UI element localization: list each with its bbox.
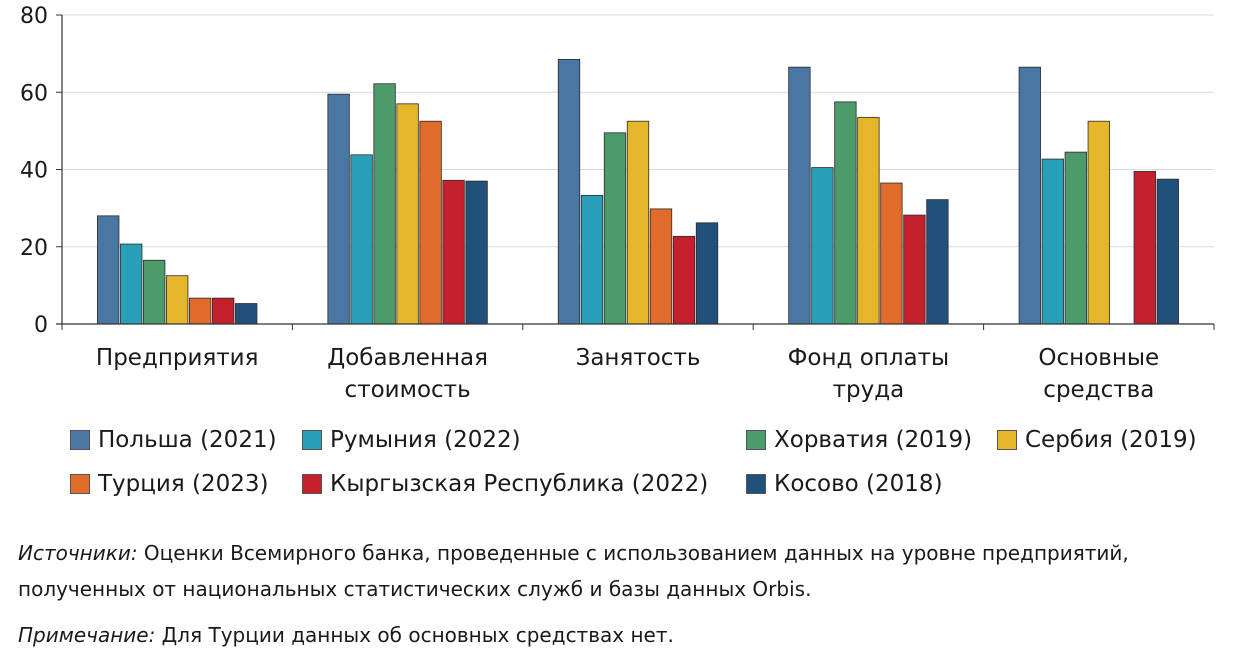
legend-label: Кыргызская Республика (2022) (330, 471, 709, 497)
bar (235, 303, 258, 325)
bar (603, 132, 627, 325)
legend-swatch (70, 474, 90, 494)
bar (580, 194, 604, 325)
bar (212, 297, 235, 325)
bar (1041, 158, 1064, 325)
bar (834, 101, 857, 325)
x-category-label: Фонд оплаты труда (788, 345, 950, 403)
legend-item: Хорватия (2019) (746, 427, 972, 453)
bar (120, 243, 143, 325)
bar (350, 154, 373, 325)
source-text: Оценки Всемирного банка, проведенные с и… (18, 541, 1129, 601)
legend-swatch (746, 430, 766, 450)
bar (926, 199, 949, 325)
x-category-label: Предприятия (96, 345, 259, 371)
bar (857, 116, 880, 325)
bar (903, 214, 926, 325)
legend-label: Хорватия (2019) (774, 427, 973, 453)
note-label: Примечание: (18, 623, 156, 647)
legend-item: Косово (2018) (746, 471, 943, 497)
y-tick-label: 40 (20, 159, 48, 184)
bar (626, 120, 650, 325)
bar (1018, 66, 1041, 325)
legend-item: Сербия (2019) (997, 427, 1197, 453)
bar (373, 83, 396, 325)
legend-item: Румыния (2022) (302, 427, 521, 453)
bar (396, 103, 419, 325)
bar (1087, 120, 1110, 325)
source-note: Источники: Оценки Всемирного банка, пров… (18, 535, 1218, 607)
bar (672, 235, 696, 325)
bar (557, 59, 581, 325)
bar (649, 208, 673, 325)
bar (143, 259, 166, 325)
bar (1133, 171, 1156, 325)
chart-notes: Источники: Оценки Всемирного банка, пров… (18, 535, 1218, 653)
x-category-label: Добавленная стоимость (327, 345, 488, 403)
bar (1156, 178, 1179, 325)
bar (465, 180, 488, 325)
bar (327, 93, 350, 325)
note-text: Для Турции данных об основных средствах … (155, 623, 674, 647)
bar (166, 275, 189, 325)
legend-label: Косово (2018) (774, 471, 943, 497)
bars (97, 59, 1179, 325)
y-tick-label: 80 (20, 4, 48, 29)
x-category-label: Занятость (576, 345, 701, 371)
legend-label: Румыния (2022) (330, 427, 521, 453)
legend-swatch (997, 430, 1017, 450)
legend-swatch (302, 430, 322, 450)
remark-note: Примечание: Для Турции данных об основны… (18, 617, 1218, 653)
legend-item: Польша (2021) (70, 427, 277, 453)
x-category-label: Основные средства (1038, 345, 1159, 403)
bar (880, 182, 903, 325)
legend-label: Турция (2023) (98, 471, 269, 497)
legend-swatch (70, 430, 90, 450)
bar (189, 297, 212, 325)
bar (811, 167, 834, 325)
legend-label: Сербия (2019) (1025, 427, 1197, 453)
legend: Польша (2021) Румыния (2022) Хорватия (2… (70, 423, 1220, 513)
bar (442, 179, 465, 325)
legend-item: Турция (2023) (70, 471, 269, 497)
legend-swatch (746, 474, 766, 494)
y-tick-label: 20 (20, 236, 48, 261)
axis-labels: 0 20 40 60 80 Предприятия Добавленная стоимость… (20, 4, 1159, 403)
source-label: Источники: (18, 541, 138, 565)
legend-item: Кыргызская Республика (2022) (302, 471, 708, 497)
bar (1064, 151, 1087, 325)
bar (695, 222, 719, 325)
y-tick-label: 60 (20, 81, 48, 106)
legend-swatch (302, 474, 322, 494)
y-tick-label: 0 (34, 313, 48, 338)
bar (419, 120, 442, 325)
bar (97, 215, 120, 325)
bar-chart: 0 20 40 60 80 Предприятия Добавленная стоимость… (20, 4, 1215, 403)
bar (788, 66, 811, 325)
legend-label: Польша (2021) (98, 427, 277, 453)
axes (56, 14, 1215, 330)
